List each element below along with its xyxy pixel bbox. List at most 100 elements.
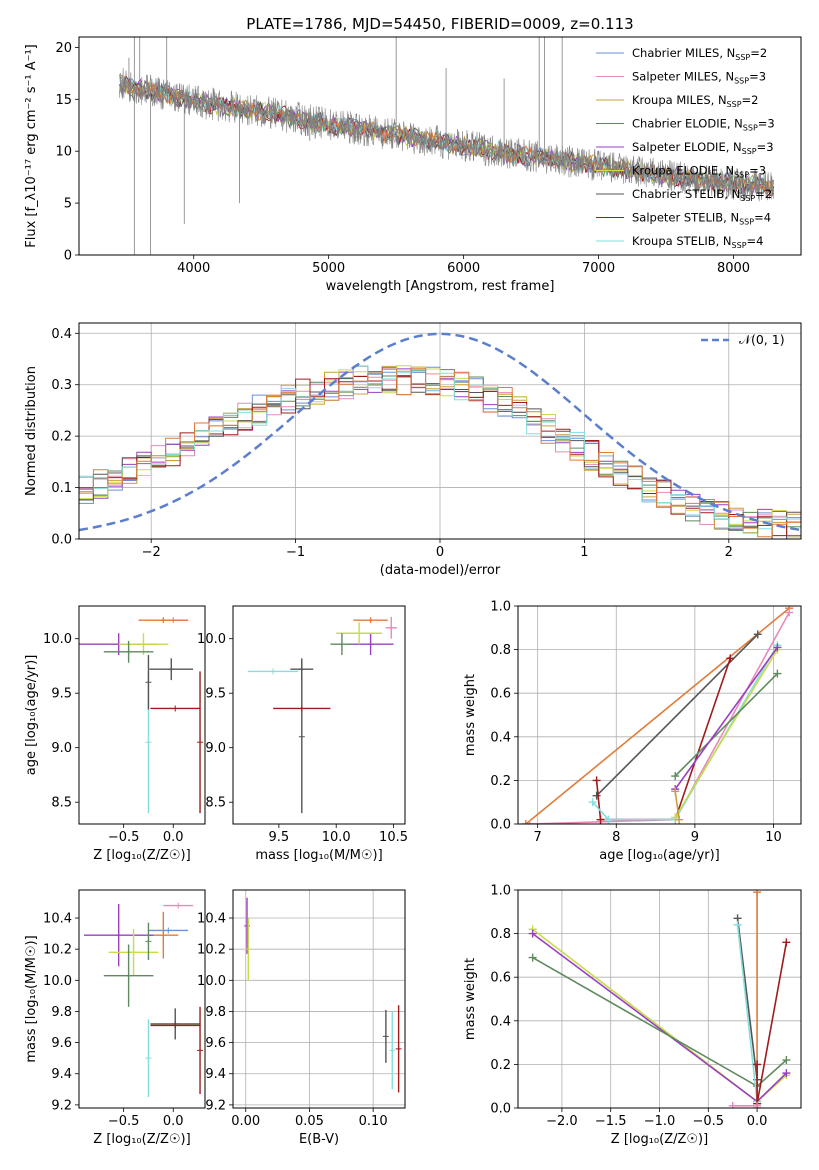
data-point [145,679,152,686]
x-tick-label: 2 [725,545,733,560]
x-axis-label: Z [log₁₀(Z/Z☉)] [611,1132,708,1147]
y-axis-label: age [log₁₀(age/yr)] [24,655,39,776]
series-marker [604,815,613,824]
y-tick-label: 9.2 [205,1098,226,1113]
data-point [160,932,167,939]
data-point [298,733,305,740]
y-tick-label: 10.4 [197,912,226,927]
x-tick-label: 10 [765,830,782,845]
data-point [165,927,172,934]
y-tick-label: 8.5 [51,796,72,811]
data-point [145,1055,152,1062]
y-tick-label: 0.2 [490,774,511,789]
plot-area [79,332,801,539]
series-line [525,607,790,824]
axes-frame [78,36,802,256]
x-tick-label: 10.0 [322,830,351,845]
series-marker [753,1060,762,1069]
series-marker [782,938,791,947]
y-tick-label: 10 [55,145,72,160]
legend-label: Chabrier STELIB, NSSP=2 [632,187,772,203]
series-marker [528,929,537,938]
x-tick-label: 0.0 [163,830,184,845]
y-axis-label: mass weight [463,958,478,1040]
x-tick-label: 10.5 [379,830,408,845]
plot-area [247,616,397,814]
x-tick-label: 7 [534,830,542,845]
y-tick-label: 9.6 [51,1036,72,1051]
data-point [115,932,122,939]
series-marker [675,815,684,824]
legend-label: Chabrier ELODIE, NSSP=3 [632,117,775,133]
x-tick-label: 5000 [312,261,345,276]
axes-frame [517,605,802,825]
series-marker [773,669,782,678]
plot-area [521,606,794,824]
x-axis-label: Z [log₁₀(Z/Z☉)] [93,1132,190,1147]
series-line [529,612,790,824]
x-tick-label: 9 [691,830,699,845]
legend-label: Kroupa STELIB, NSSP=4 [632,234,763,250]
data-point [388,624,395,631]
data-point [172,1022,179,1029]
y-tick-label: 9.5 [205,687,226,702]
series-line [592,644,779,821]
x-axis-label: Z [log₁₀(Z/Z☉)] [93,848,190,863]
plot-area [528,890,791,1108]
axes-frame [78,322,802,540]
series-marker [592,791,601,800]
y-tick-label: 10.0 [43,974,72,989]
x-tick-label: −2 [142,545,161,560]
y-tick-label: 9.5 [51,687,72,702]
model-spectrum-kroupa-stelib [119,74,774,194]
chart-age-vs-mass: 9.5 10.0 10.5 8.5 9.0 9.5 10.0 mass [log₁₀(M/M☉… [197,605,408,863]
y-tick-label: 10.2 [43,943,72,958]
y-tick-label: 9.4 [205,1067,226,1082]
data-point [244,922,251,929]
y-tick-label: 0.4 [490,1014,511,1029]
x-tick-label: 8 [612,830,620,845]
y-tick-label: 0.6 [490,687,511,702]
y-tick-label: 10.0 [197,632,226,647]
x-tick-label: 0.00 [231,1114,260,1129]
series-marker [671,787,680,796]
y-axis-label: Flux [f_λ10⁻¹⁷ erg cm⁻² s⁻¹ A⁻¹] [24,44,39,248]
chart-age-vs-Z: −0.5 0.0 8.5 9.0 9.5 10.0 Z [log₁₀(Z/Z☉)] age [… [24,605,206,863]
data-point [270,668,277,675]
data-point [125,648,132,655]
series-marker [588,798,597,807]
series-line [674,649,779,818]
data-point [356,630,363,637]
x-tick-label: −1 [286,545,305,560]
chart-spectrum: 4000 5000 6000 7000 8000 0 5 10 15 20 wavelength [… [24,15,802,294]
y-tick-label: 15 [55,93,72,108]
x-tick-label: 0.0 [163,1114,184,1129]
chart-mass-vs-EBV: 0.00 0.05 0.10 9.2 9.4 9.6 9.8 10.0 10.2 10.4 E(B-… [197,889,406,1147]
series-marker [753,890,762,897]
y-tick-label: 0 [64,249,72,264]
data-point [168,666,175,673]
model-spectrum-salpeter-stelib [119,74,775,197]
data-point [160,617,167,624]
x-tick-label: −0.5 [108,1114,140,1129]
data-point [140,641,147,648]
series-line [674,646,779,790]
series-marker [733,920,742,929]
data-point [395,1045,402,1052]
series-marker [753,630,762,639]
data-point [125,972,132,979]
data-point [145,739,152,746]
data-point [175,902,182,909]
series-line [674,673,778,777]
data-point [389,1047,396,1054]
x-axis-label: age [log₁₀(age/yr)] [599,848,720,863]
x-axis-label: wavelength [Angstrom, rest frame] [326,279,555,294]
y-tick-label: 0.8 [490,643,511,658]
chart-weight-vs-age: 7 8 9 10 0.0 0.2 0.4 0.6 0.8 1.0 age [log₁₀(age/yr… [463,600,802,863]
x-tick-label: −0.5 [108,830,140,845]
data-point [338,641,345,648]
series-marker [521,820,530,824]
y-tick-label: 9.8 [205,1005,226,1020]
y-tick-label: 20 [55,41,72,56]
data-point [367,617,374,624]
